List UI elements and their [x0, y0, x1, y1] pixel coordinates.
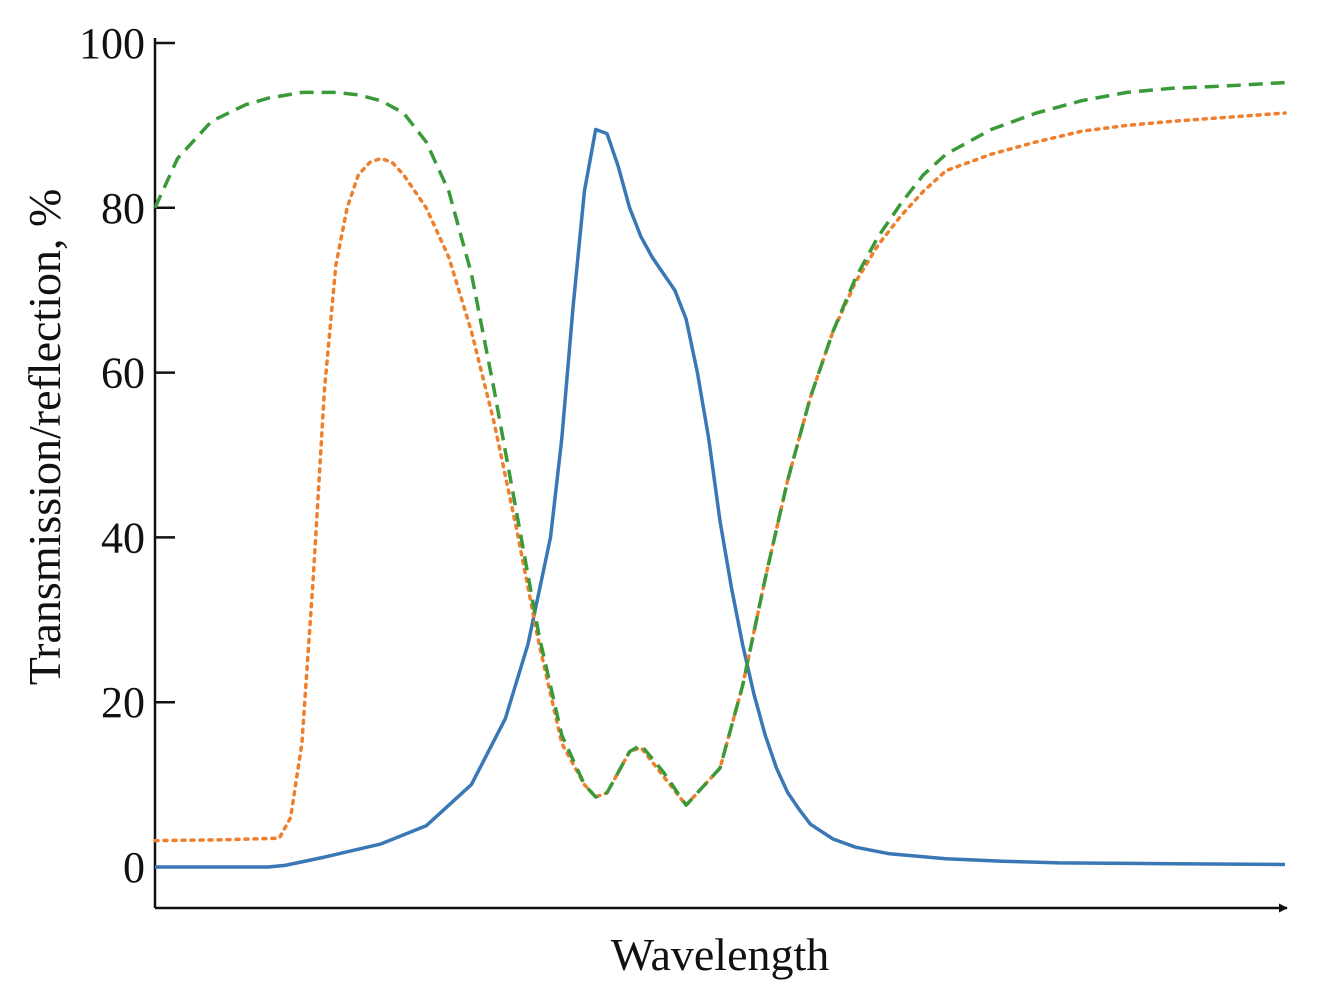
y-tick-label-100: 100	[79, 19, 145, 68]
y-tick-label-0: 0	[123, 843, 145, 892]
y-tick-label-80: 80	[101, 184, 145, 233]
y-tick-label-40: 40	[101, 513, 145, 562]
y-tick-label-20: 20	[101, 678, 145, 727]
y-axis-tick-labels: 0 20 40 60 80 100	[79, 19, 145, 892]
y-axis-label: Transmission/reflection, %	[19, 189, 70, 686]
series-line-solid	[155, 127, 1286, 869]
series-line-dashed	[153, 80, 1286, 807]
series-line-dotted	[153, 111, 1287, 843]
x-axis-label: Wavelength	[611, 929, 830, 980]
series-layer	[153, 80, 1287, 869]
y-tick-label-60: 60	[101, 349, 145, 398]
